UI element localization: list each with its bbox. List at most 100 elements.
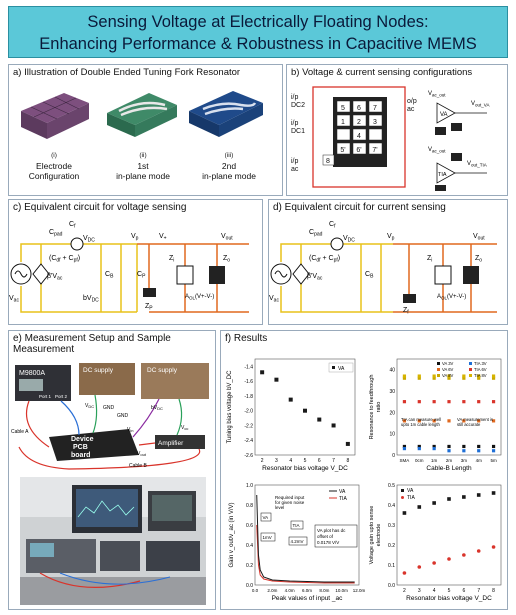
vac-out2-label: Vac_out (428, 147, 446, 154)
d-label-cb: CB (365, 271, 374, 280)
chart1-xtick: 4 (289, 458, 292, 464)
label-ac: ac (291, 166, 299, 173)
chart3-legend-va: VA (339, 489, 346, 495)
chart4-legend-va-marker (401, 489, 404, 492)
chart1-xtick: 5 (304, 458, 307, 464)
chart4-point-va (491, 491, 496, 495)
title-line-1: Sensing Voltage at Electrically Floating… (87, 13, 429, 31)
gnd2-label: GND (117, 413, 129, 419)
dc-supply-1-label: DC supply (83, 367, 114, 374)
chart4-legend-tia-marker (401, 496, 404, 499)
vout-va-label: Vout_VA (471, 101, 489, 108)
chart2-point (432, 419, 436, 423)
chart2-point (462, 376, 466, 380)
chart3-line-va (256, 494, 355, 583)
chart4-point-va (417, 505, 422, 509)
tia-label: TIA (438, 172, 447, 178)
chart2-ytick: 40 (389, 368, 395, 374)
c-label-cdf: (Cdf + Cpf) (49, 255, 80, 264)
label-op-ac: ac (407, 106, 415, 113)
chart4-xtick: 8 (492, 588, 495, 594)
chart2-point (402, 444, 407, 449)
sensing-config-schematic: 5 6 7 1 2 3 4 8 5' 6' 7' i/p DC2 i/p DC1… (291, 86, 489, 191)
port1-label: Port 1 (39, 394, 52, 399)
va-label: VA (440, 112, 448, 118)
chart2-legend-label: TIA 8V (474, 373, 487, 378)
vac-out-label: Vac_out (428, 91, 446, 98)
pad-3: 3 (373, 119, 377, 126)
caption-iii: (iii) 2nd in-plane mode (189, 151, 269, 181)
chart2-ytick: 30 (389, 389, 395, 395)
d-label-cpad: Cpad (309, 229, 323, 238)
vout-label: Vout (137, 451, 147, 457)
chart4-ytick: 0.2 (388, 543, 395, 549)
chart1-point (260, 370, 265, 375)
caption-ii: (ii) 1st in-plane mode (105, 151, 181, 181)
chart2-point (417, 376, 421, 380)
chart2-legend-marker (437, 368, 440, 371)
pad-7: 7 (373, 105, 377, 112)
chart1-xtick: 2 (261, 458, 264, 464)
c-label-vsense: V+ (159, 233, 167, 242)
d-label-cdf: (Cdf + Cpf) (309, 255, 340, 264)
chart2-legend-label: VA 6V (442, 367, 454, 372)
title-line-2: Enhancing Performance & Robustness in Ca… (39, 35, 477, 53)
chart4-point-va (432, 501, 436, 505)
chart1-point (303, 408, 307, 413)
chart3-line-tia (256, 524, 355, 584)
chart3-note-required-2: for given noise (275, 500, 305, 505)
panel-d-heading: d) Equivalent circuit for current sensin… (273, 202, 446, 213)
d-label-vdc: VDC (343, 235, 355, 244)
chart2-xtick: 0cm (415, 458, 424, 463)
chart2-ylabel-2: ratio (376, 402, 382, 413)
chart4-ytick: 0.1 (388, 563, 395, 569)
chart4-ylabel-2: electrode (376, 524, 382, 547)
pad-1: 1 (341, 119, 345, 126)
chart2-point (402, 374, 407, 378)
chart3-xtick: 2.0m (267, 588, 277, 593)
chart2-point (477, 419, 481, 423)
chart2-point (432, 374, 436, 378)
chart3-note-offset-box (314, 524, 358, 548)
chart1-frame (254, 358, 356, 456)
pad-7p: 7' (372, 147, 377, 154)
chart2-point (462, 374, 466, 378)
chart4-ytick: 0.3 (388, 523, 395, 529)
chart3-note-required-3: level (275, 505, 284, 510)
caption-i: (i) Electrode Configuration (19, 151, 89, 181)
chart3-ann-42mv-box (288, 536, 308, 546)
chart3-xtick: 6.0m (302, 588, 312, 593)
caption-i-num: (i) (51, 152, 57, 159)
chart2-point (491, 449, 496, 453)
panel-a: a) Illustration of Double Ended Tuning F… (8, 64, 283, 196)
chart2-legend-marker (469, 362, 472, 365)
d-label-beta: β'Vac (307, 273, 323, 282)
chart1-point (274, 377, 279, 382)
chart2-xtick: 1m (431, 458, 438, 463)
c-label-vdc: VDC (83, 235, 95, 244)
chart4-point-va (476, 493, 481, 497)
current-sensing-circuit: Cpad Cf VDC (Cdf + Cpf) Vac β'Vac CB Vp … (269, 221, 497, 316)
chart1-xtick: 6 (318, 458, 321, 464)
chart4-legend-va: VA (407, 488, 414, 494)
dc-supply-2-label: DC supply (147, 367, 178, 374)
bvdc-label: bVDC (151, 405, 163, 411)
pad-6p: 6' (356, 147, 361, 154)
chart2-point (477, 444, 481, 449)
chart3-ann-1mv: 1mV (263, 535, 272, 540)
chart1-ylabel: Tuning bias voltage bV_DC (227, 370, 233, 443)
label-dc1: DC1 (291, 128, 305, 135)
chart3-ann-tia: TIA (293, 523, 300, 528)
chart2-legend-label: TIA 6V (474, 367, 487, 372)
pad-4: 4 (357, 133, 361, 140)
chart4-xlabel: Resonator bias voltage V_DC (406, 595, 492, 602)
chart2-point (462, 444, 466, 449)
chart1-ytick: -1.6 (244, 379, 253, 385)
chart3-ann-tia-box (290, 520, 304, 530)
chart2-note-tia-1: TIA can measure well (401, 417, 441, 422)
chart2-point (417, 419, 421, 423)
chart3-ytick: 0.2 (246, 563, 253, 569)
cable-b-label: Cable B (129, 463, 147, 469)
instrument-label: M9800A (19, 370, 45, 377)
chart4-point-tia (417, 565, 422, 569)
